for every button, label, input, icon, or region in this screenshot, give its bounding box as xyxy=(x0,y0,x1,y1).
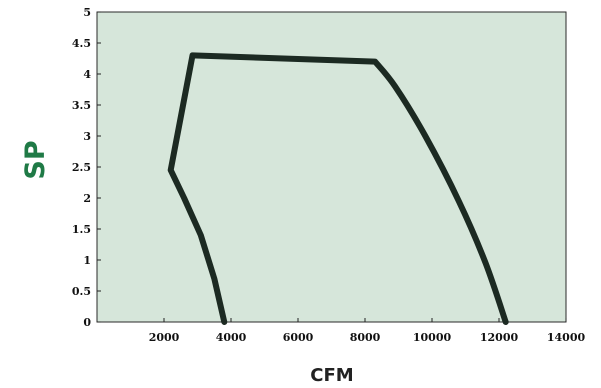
y-axis-label: SP xyxy=(20,140,51,179)
y-tick-label: 3 xyxy=(83,130,91,143)
y-tick-label: 5 xyxy=(83,6,91,19)
y-tick-label: 2 xyxy=(83,192,91,205)
x-axis-label: CFM xyxy=(310,365,353,386)
x-tick-label: 14000 xyxy=(547,331,586,344)
operating-envelope-line xyxy=(167,52,509,325)
y-tick-label: 1.5 xyxy=(72,223,91,236)
y-tick-label: 3.5 xyxy=(72,99,91,112)
y-tick-label: 4.5 xyxy=(72,37,91,50)
y-tick-label: 0 xyxy=(83,316,91,329)
y-axis-ticks: 0 0.5 1 1.5 2 2.5 3 3.5 4 4.5 5 xyxy=(72,6,101,329)
y-tick-label: 0.5 xyxy=(72,285,91,298)
x-tick-label: 10000 xyxy=(413,331,452,344)
x-tick-label: 12000 xyxy=(480,331,519,344)
y-tick-label: 2.5 xyxy=(72,161,91,174)
y-tick-label: 4 xyxy=(83,68,91,81)
y-tick-label: 1 xyxy=(83,254,91,267)
x-tick-label: 2000 xyxy=(149,331,180,344)
x-tick-label: 4000 xyxy=(216,331,247,344)
x-tick-label: 6000 xyxy=(283,331,314,344)
x-axis-ticks: 2000 4000 6000 8000 10000 12000 14000 xyxy=(149,318,586,344)
x-tick-label: 8000 xyxy=(350,331,381,344)
